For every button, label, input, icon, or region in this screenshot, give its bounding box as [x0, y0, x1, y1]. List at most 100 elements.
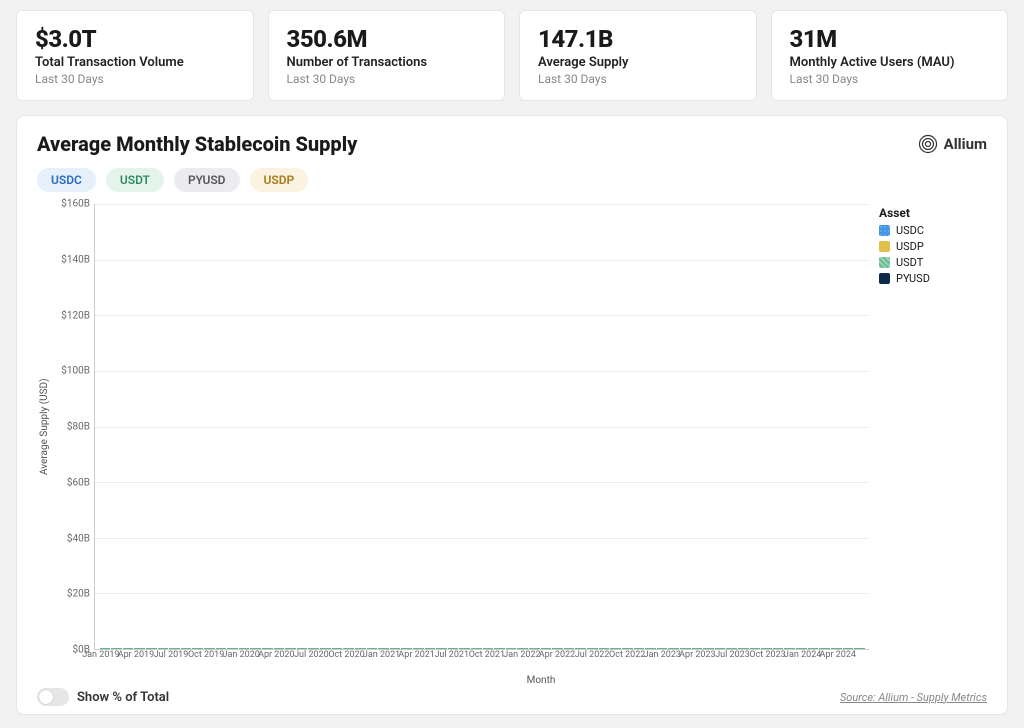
- bar[interactable]: [227, 648, 238, 649]
- bar-segment-usdt: [726, 648, 737, 649]
- bar[interactable]: [285, 648, 296, 649]
- bar[interactable]: [425, 648, 436, 649]
- bar[interactable]: [599, 648, 610, 649]
- bar[interactable]: [529, 648, 540, 649]
- bar[interactable]: [367, 648, 378, 649]
- bar[interactable]: [262, 648, 273, 649]
- legend-item-usdc[interactable]: USDC: [879, 224, 983, 237]
- x-tick: Apr 2022: [539, 650, 575, 660]
- bar[interactable]: [738, 648, 749, 649]
- show-percent-toggle[interactable]: Show % of Total: [37, 688, 169, 706]
- bar[interactable]: [645, 648, 656, 649]
- bar[interactable]: [169, 648, 180, 649]
- bar[interactable]: [517, 648, 528, 649]
- bar[interactable]: [796, 648, 807, 649]
- bar[interactable]: [134, 648, 145, 649]
- bar[interactable]: [692, 648, 703, 649]
- bar[interactable]: [332, 648, 343, 649]
- bar[interactable]: [622, 648, 633, 649]
- bar-segment-usdt: [181, 648, 192, 649]
- bar[interactable]: [146, 648, 157, 649]
- bar-segment-usdt: [506, 648, 517, 649]
- bar[interactable]: [192, 648, 203, 649]
- bar-segment-usdt: [819, 648, 830, 649]
- bar[interactable]: [471, 648, 482, 649]
- filter-chip-usdt[interactable]: USDT: [106, 168, 164, 192]
- bar[interactable]: [726, 648, 737, 649]
- kpi-label: Monthly Active Users (MAU): [790, 55, 990, 70]
- bar[interactable]: [343, 648, 354, 649]
- bar[interactable]: [413, 648, 424, 649]
- bar[interactable]: [448, 648, 459, 649]
- toggle-switch-icon[interactable]: [37, 688, 69, 706]
- bar[interactable]: [808, 648, 819, 649]
- kpi-label: Number of Transactions: [287, 55, 487, 70]
- bar-segment-usdt: [448, 648, 459, 649]
- bar-segment-usdt: [367, 648, 378, 649]
- bar[interactable]: [308, 648, 319, 649]
- bar[interactable]: [123, 648, 134, 649]
- bar[interactable]: [575, 648, 586, 649]
- filter-chip-usdc[interactable]: USDC: [37, 168, 96, 192]
- bar[interactable]: [819, 648, 830, 649]
- bar[interactable]: [610, 648, 621, 649]
- bar[interactable]: [552, 648, 563, 649]
- filter-chips: USDC USDT PYUSD USDP: [37, 168, 987, 192]
- x-tick: Apr 2019: [118, 650, 154, 660]
- filter-chip-pyusd[interactable]: PYUSD: [174, 168, 240, 192]
- bar-segment-usdt: [425, 648, 436, 649]
- x-tick: Jan 2019: [82, 650, 119, 660]
- bar[interactable]: [436, 648, 447, 649]
- bar[interactable]: [831, 648, 842, 649]
- bar[interactable]: [634, 648, 645, 649]
- bar[interactable]: [216, 648, 227, 649]
- bar[interactable]: [204, 648, 215, 649]
- gridline: [95, 593, 869, 594]
- bar[interactable]: [750, 648, 761, 649]
- bar-segment-usdt: [541, 648, 552, 649]
- bar[interactable]: [680, 648, 691, 649]
- kpi-sub: Last 30 Days: [35, 72, 235, 86]
- bar-segment-usdt: [843, 648, 854, 649]
- bar[interactable]: [459, 648, 470, 649]
- bar[interactable]: [320, 648, 331, 649]
- bar[interactable]: [506, 648, 517, 649]
- bar[interactable]: [111, 648, 122, 649]
- bar[interactable]: [239, 648, 250, 649]
- kpi-card: 147.1B Average Supply Last 30 Days: [519, 10, 757, 101]
- bar[interactable]: [100, 648, 111, 649]
- bar[interactable]: [587, 648, 598, 649]
- bar[interactable]: [715, 648, 726, 649]
- y-tick: $40B: [67, 533, 90, 544]
- bar[interactable]: [761, 648, 772, 649]
- x-tick: Jan 2023: [644, 650, 681, 660]
- legend-item-pyusd[interactable]: PYUSD: [879, 272, 983, 285]
- x-tick: Apr 2021: [398, 650, 434, 660]
- bar[interactable]: [657, 648, 668, 649]
- bar[interactable]: [401, 648, 412, 649]
- filter-chip-usdp[interactable]: USDP: [250, 168, 309, 192]
- bar-segment-usdt: [413, 648, 424, 649]
- bar-segment-usdt: [808, 648, 819, 649]
- bar[interactable]: [784, 648, 795, 649]
- bar[interactable]: [843, 648, 854, 649]
- bar[interactable]: [668, 648, 679, 649]
- bar[interactable]: [494, 648, 505, 649]
- bar[interactable]: [773, 648, 784, 649]
- bar[interactable]: [703, 648, 714, 649]
- bar[interactable]: [355, 648, 366, 649]
- legend-item-usdt[interactable]: USDT: [879, 256, 983, 269]
- bar[interactable]: [297, 648, 308, 649]
- bar[interactable]: [390, 648, 401, 649]
- bar[interactable]: [158, 648, 169, 649]
- bar[interactable]: [378, 648, 389, 649]
- bar[interactable]: [250, 648, 261, 649]
- bar[interactable]: [564, 648, 575, 649]
- bar[interactable]: [541, 648, 552, 649]
- bar[interactable]: [274, 648, 285, 649]
- bar[interactable]: [181, 648, 192, 649]
- bar[interactable]: [483, 648, 494, 649]
- bar[interactable]: [854, 648, 865, 649]
- source-link[interactable]: Source: Allium - Supply Metrics: [840, 691, 987, 704]
- legend-item-usdp[interactable]: USDP: [879, 240, 983, 253]
